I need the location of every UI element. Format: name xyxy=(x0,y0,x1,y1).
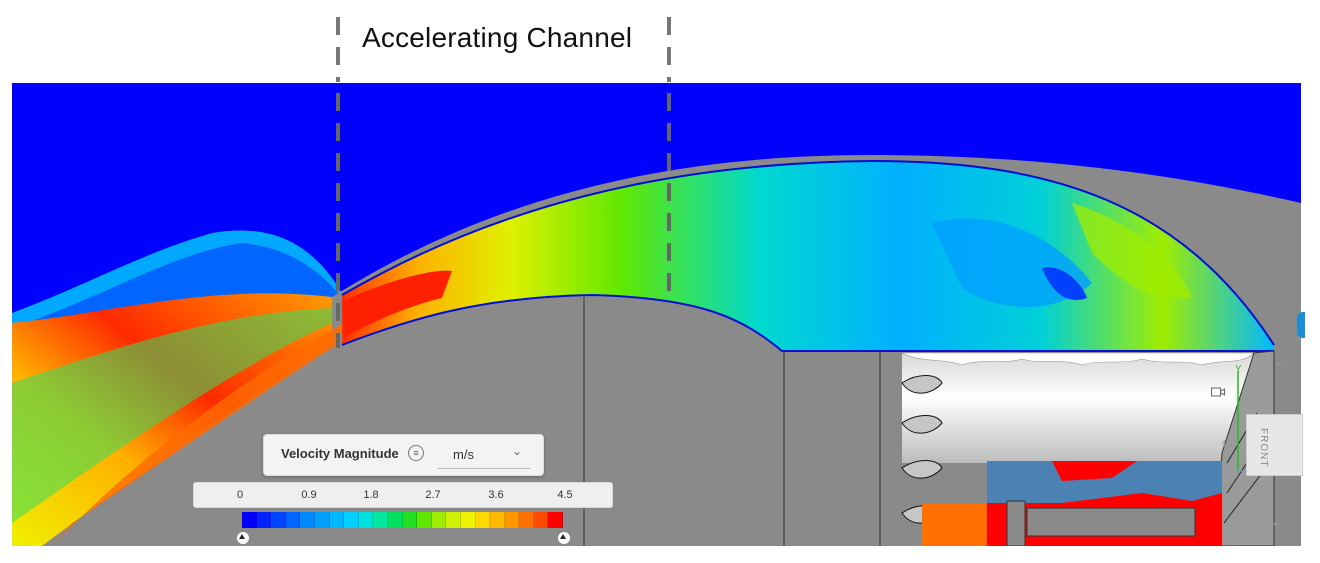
bottom-hot-orange xyxy=(922,503,987,546)
body-edge-2 xyxy=(783,351,881,546)
colorbar-cell xyxy=(475,512,491,528)
fan-blade-2 xyxy=(901,415,943,434)
colorbar-cell xyxy=(402,512,418,528)
colorbar-cell xyxy=(358,512,374,528)
camera-icon[interactable] xyxy=(1211,387,1225,397)
menu-circle-icon[interactable]: ≡ xyxy=(408,445,424,461)
colorbar-tick: 2.7 xyxy=(425,489,441,501)
colorbar-cell xyxy=(548,512,564,528)
simulation-viewport[interactable] xyxy=(12,83,1301,546)
colorbar-cell xyxy=(314,512,330,528)
colorbar-cell xyxy=(446,512,461,528)
channel-patch-dark xyxy=(1042,267,1087,300)
bottom-inner-post xyxy=(1006,500,1026,546)
colorbar-panel xyxy=(193,482,613,508)
colorbar xyxy=(242,512,564,528)
inlet-jet-core xyxy=(52,323,344,546)
fan-blade-3 xyxy=(901,460,943,479)
colorbar-tick: 3.6 xyxy=(488,489,504,501)
fan-blades-top xyxy=(901,352,1255,366)
unit-value: m/s xyxy=(453,447,474,462)
fan-blade-1 xyxy=(901,375,943,394)
colorbar-cell xyxy=(329,512,345,528)
fan-region xyxy=(902,353,1254,463)
legend-quantity-label: Velocity Magnitude xyxy=(281,446,399,461)
legend-quantity-panel: Velocity Magnitude ≡ m/s ⌄ xyxy=(263,434,544,476)
colorbar-cell xyxy=(460,512,476,528)
colorbar-cell xyxy=(344,512,359,528)
colorbar-cell xyxy=(490,512,505,528)
chevron-up-icon[interactable]: ⌃ xyxy=(1272,360,1284,376)
chevron-left-icon[interactable]: ‹ xyxy=(1221,434,1227,451)
channel-patch-green xyxy=(1072,203,1192,299)
annotation-title: Accelerating Channel xyxy=(362,22,633,53)
side-panel-tab[interactable] xyxy=(1297,312,1305,338)
channel-hotspot xyxy=(342,270,452,338)
axis-y-label: Y xyxy=(1235,364,1242,375)
colorbar-cell xyxy=(431,512,447,528)
colorbar-tick: 0 xyxy=(236,489,244,501)
channel-inner-outline xyxy=(341,293,1274,352)
velocity-contour-scene xyxy=(12,83,1301,546)
colorbar-cell xyxy=(373,512,388,528)
inlet-jet-green xyxy=(12,308,332,523)
bottom-inner-block xyxy=(1026,507,1196,537)
colorbar-cell xyxy=(285,512,301,528)
colorbar-max-handle[interactable] xyxy=(557,531,571,545)
colorbar-cell xyxy=(242,512,257,528)
unit-select[interactable]: m/s ⌄ xyxy=(438,442,530,469)
colorbar-min-handle[interactable] xyxy=(236,531,250,545)
chevron-down-icon[interactable]: ⌄ xyxy=(1270,513,1282,529)
colorbar-tick: 1.8 xyxy=(363,489,379,501)
colorbar-cell xyxy=(256,512,272,528)
colorbar-cell xyxy=(504,512,520,528)
marker-extensions xyxy=(336,17,671,82)
view-cube[interactable] xyxy=(1246,414,1303,476)
colorbar-tick: 0.9 xyxy=(301,489,317,501)
colorbar-cell xyxy=(387,512,403,528)
channel-outline xyxy=(341,159,1275,346)
colorbar-cell xyxy=(271,512,286,528)
colorbar-cell xyxy=(533,512,549,528)
colorbar-cell xyxy=(300,512,315,528)
colorbar-cell xyxy=(417,512,432,528)
view-cube-front-label: FRONT xyxy=(1258,428,1269,468)
bottom-hot-edge xyxy=(987,461,1222,503)
chevron-down-icon: ⌄ xyxy=(511,444,522,458)
colorbar-cell xyxy=(519,512,534,528)
colorbar-tick: 4.5 xyxy=(557,489,573,501)
